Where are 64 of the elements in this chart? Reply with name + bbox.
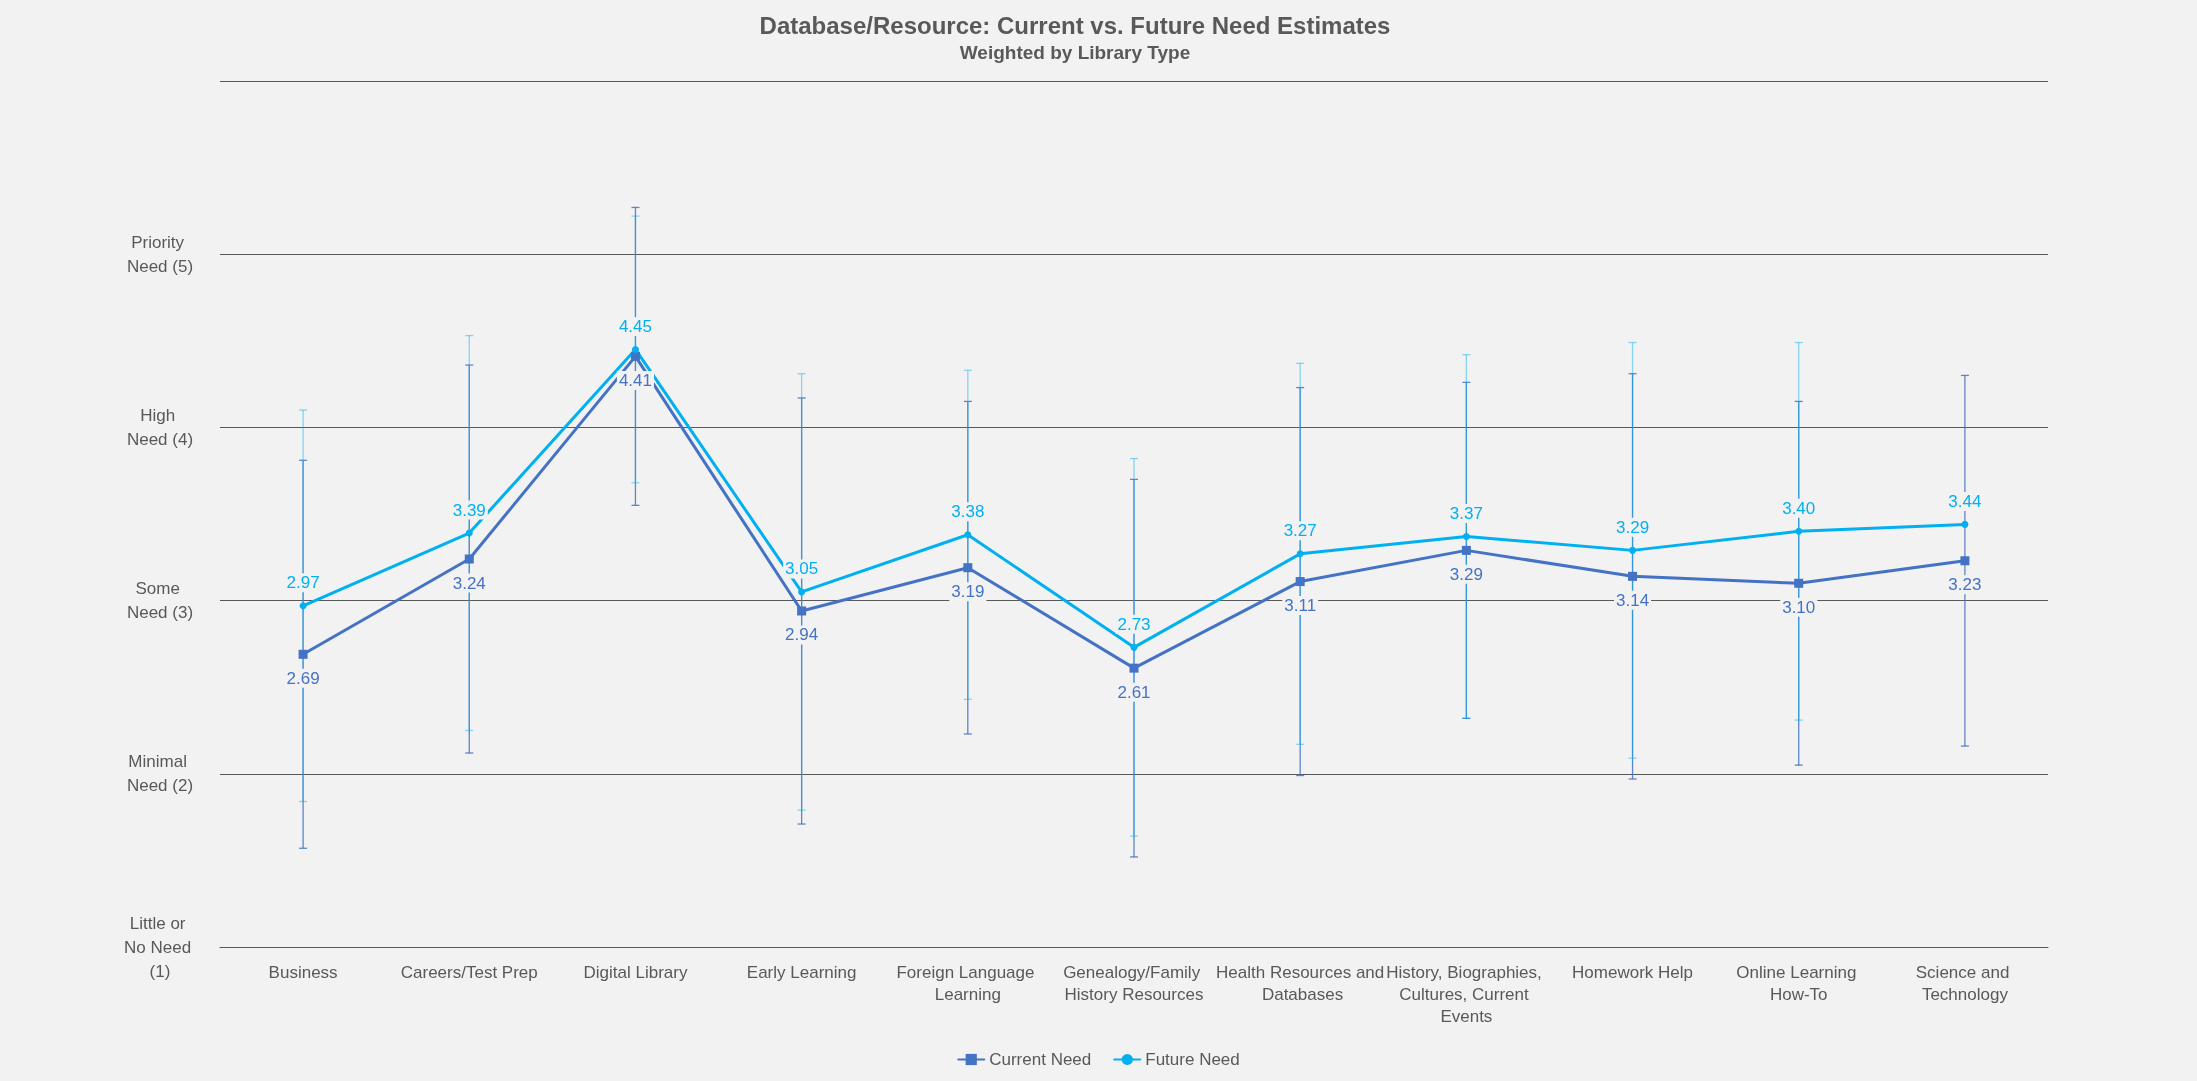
point bbox=[964, 531, 972, 539]
data-label: 3.29 bbox=[1449, 564, 1483, 584]
point bbox=[1296, 550, 1304, 558]
y-tick-label: High Need (4) bbox=[126, 405, 194, 449]
data-label: 3.19 bbox=[951, 582, 985, 602]
point bbox=[630, 351, 640, 361]
data-label: 2.69 bbox=[286, 668, 320, 688]
point bbox=[1462, 533, 1470, 541]
x-tick-label: Business bbox=[268, 962, 338, 982]
point bbox=[298, 649, 308, 659]
data-label: 3.39 bbox=[452, 500, 486, 520]
legend-label: Future Need bbox=[1145, 1050, 1240, 1069]
point bbox=[1794, 578, 1804, 588]
point bbox=[1960, 556, 1970, 566]
y-tick-label: Minimal Need (2) bbox=[126, 752, 194, 796]
point bbox=[1130, 643, 1138, 651]
x-tick-label: Homework Help bbox=[1572, 962, 1694, 982]
data-label: 3.10 bbox=[1782, 597, 1816, 617]
y-tick-label: Some Need (3) bbox=[126, 579, 194, 623]
point bbox=[631, 345, 639, 353]
x-tick-label: Foreign Language Learning bbox=[896, 962, 1040, 1004]
x-tick-label: Science and Technology bbox=[1915, 962, 2015, 1004]
y-tick-label: Little or No Need (1) bbox=[124, 913, 196, 981]
x-tick-label: Online Learning How-To bbox=[1736, 962, 1862, 1004]
data-label: 3.29 bbox=[1616, 517, 1650, 537]
point bbox=[1629, 546, 1637, 554]
point bbox=[1129, 663, 1139, 673]
data-label: 2.61 bbox=[1117, 682, 1151, 702]
data-label: 4.45 bbox=[618, 316, 652, 336]
point bbox=[1461, 545, 1471, 555]
data-label: 2.94 bbox=[785, 625, 819, 645]
x-tick-label: History, Biographies, Cultures, Current Events bbox=[1386, 962, 1547, 1026]
chart-subtitle: Weighted by Library Type bbox=[959, 42, 1191, 63]
data-label: 3.38 bbox=[951, 502, 985, 522]
data-label: 3.14 bbox=[1616, 590, 1650, 610]
x-tick-label: Careers/Test Prep bbox=[400, 962, 538, 982]
x-tick-label: Early Learning bbox=[746, 962, 857, 982]
data-label: 2.97 bbox=[286, 573, 320, 593]
data-label: 3.23 bbox=[1948, 575, 1982, 595]
point bbox=[465, 529, 473, 537]
data-label: 3.40 bbox=[1782, 498, 1816, 518]
point bbox=[1628, 571, 1638, 581]
data-label: 3.37 bbox=[1449, 504, 1483, 524]
x-tick-label: Digital Library bbox=[583, 962, 688, 982]
x-tick-label: Genealogy/Family History Resources bbox=[1063, 962, 1205, 1004]
point bbox=[797, 606, 807, 616]
data-label: 2.73 bbox=[1117, 614, 1151, 634]
point bbox=[798, 588, 806, 596]
data-label: 4.41 bbox=[618, 370, 652, 390]
data-label: 3.44 bbox=[1948, 491, 1982, 511]
point bbox=[464, 554, 474, 564]
chart-title: Database/Resource: Current vs. Future Need Estimates bbox=[759, 11, 1391, 39]
point bbox=[299, 602, 307, 610]
point bbox=[1295, 577, 1305, 587]
point bbox=[963, 563, 973, 573]
data-label: 3.05 bbox=[785, 559, 819, 579]
data-label: 3.24 bbox=[452, 573, 486, 593]
x-tick-label: Health Resources and Databases bbox=[1216, 962, 1385, 1004]
point bbox=[1961, 520, 1969, 528]
data-label: 3.27 bbox=[1283, 521, 1317, 541]
point bbox=[1795, 527, 1803, 535]
legend-label: Current Need bbox=[989, 1050, 1092, 1069]
data-label: 3.11 bbox=[1284, 596, 1317, 616]
y-tick-label: Priority Need (5) bbox=[126, 232, 194, 276]
